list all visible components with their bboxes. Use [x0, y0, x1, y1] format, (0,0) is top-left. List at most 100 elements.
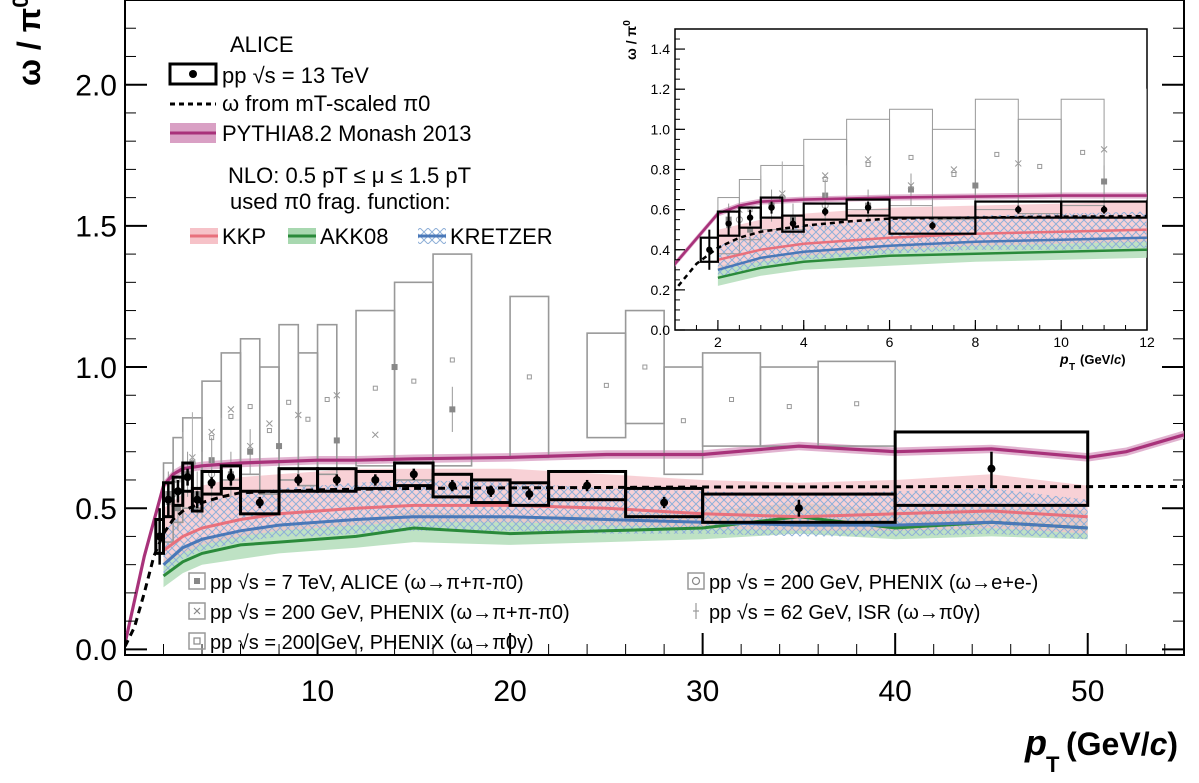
- legend-experiment: ALICE: [230, 32, 294, 57]
- main-x-tick-label: 40: [878, 675, 911, 708]
- legend-phenix3pi-marker: [193, 607, 201, 615]
- inset-axes: 2 4 6 8 10 12 0.0 0.2 0.4 0.6 0.8 1.0 1.2 1.4: [651, 28, 1155, 350]
- main-phenix-pi0g-box: [701, 352, 762, 447]
- main-phenix-pi0g-box: [393, 281, 434, 481]
- x-axis-title-unit: (GeV/c): [1066, 726, 1178, 762]
- main-phenix-pi0g-point: [372, 385, 378, 391]
- main-other-data: [162, 253, 896, 543]
- legend-top: ALICE pp √s = 13 TeV ω from mT-scaled π0…: [168, 32, 553, 249]
- main-alice-13tev-data: [154, 430, 1090, 565]
- main-data-point: [660, 498, 669, 507]
- inset-x-title-unit: (GeV/c): [1080, 352, 1126, 367]
- legend-phenix-pi0g-marker: [193, 637, 201, 645]
- main-data-syst-box: [219, 464, 243, 490]
- inset-x-tick-label: 2: [714, 334, 722, 350]
- main-data-point: [794, 504, 803, 513]
- legend-phenix-pi0g-label: pp √s = 200 GeV, PHENIX (ω→π0γ): [210, 632, 534, 654]
- inset-x-tick-label: 10: [1053, 334, 1069, 350]
- main-phenix-pi0g-box: [355, 309, 396, 467]
- main-phenix-pi0g-point: [266, 428, 272, 434]
- x-axis-title-p: p: [1024, 722, 1047, 763]
- inset-data-syst-box: [1145, 202, 1147, 217]
- inset-phenix3pi-point: [1187, 174, 1193, 180]
- main-data-point: [155, 532, 164, 541]
- inset-phenix3pi-point: [907, 182, 915, 189]
- legend-phenix-pi0g-marker-box: [188, 632, 206, 650]
- main-data-point: [164, 495, 173, 504]
- legend-isr-label: pp √s = 62 GeV, ISR (ω→π0γ): [709, 602, 980, 624]
- legend-bottom: pp √s = 7 TeV, ALICE (ω→π+π-π0) pp √s = …: [188, 572, 1038, 654]
- inset-phenix-pi0g-point: [908, 154, 914, 160]
- main-y-tick-label: 1.5: [75, 211, 117, 244]
- legend-alice7-label: pp √s = 7 TeV, ALICE (ω→π+π-π0): [210, 572, 524, 594]
- main-data-syst-box: [181, 461, 194, 493]
- main-phenix-pi0g-box: [278, 323, 300, 481]
- main-data-point: [226, 473, 235, 482]
- main-y-tick-label: 1.0: [75, 352, 117, 385]
- main-data-syst-box: [893, 430, 1090, 507]
- legend-data-label: pp √s = 13 TeV: [222, 63, 369, 88]
- main-kretzer-band: [163, 480, 1088, 576]
- inset-y-tick-label: 0.2: [651, 282, 671, 298]
- main-data-syst-box: [190, 486, 204, 513]
- inset-y-tick-label: 0.0: [651, 322, 671, 338]
- main-phenix3pi-point: [266, 420, 273, 427]
- inset-x-tick-label: 4: [800, 334, 808, 350]
- main-phenix-pi0g-point: [324, 396, 330, 402]
- main-phenix-pi0g-point: [228, 413, 234, 419]
- inset-data-point: [1015, 206, 1022, 213]
- inset-data-point: [725, 220, 732, 227]
- main-phenix-pi0g-point: [247, 404, 253, 410]
- main-phenix-pi0g-point: [305, 416, 311, 422]
- main-phenix3pi-point: [333, 391, 341, 399]
- main-x-tick-label: 10: [301, 675, 334, 708]
- main-alice7-point: [247, 448, 254, 455]
- main-data-point: [583, 481, 592, 490]
- inset-theory-lines: [675, 194, 1147, 292]
- inset-y-tick-label: 0.4: [651, 242, 671, 258]
- inset-y-tick-label: 1.0: [651, 121, 671, 137]
- main-data-point: [207, 478, 216, 487]
- inset-x-title-p: p: [1059, 351, 1069, 367]
- main-kkp-line: [162, 503, 1088, 552]
- main-phenix3pi-point: [246, 442, 254, 450]
- inset-alice7-point: [972, 182, 979, 189]
- inset-phenix-pi0g-point: [994, 151, 1000, 157]
- main-phenix-pi0g-box: [817, 360, 896, 447]
- inset-y-tick-label: 0.8: [651, 162, 671, 178]
- main-data-point: [448, 481, 457, 490]
- legend-pythia-label: PYTHIA8.2 Monash 2013: [222, 121, 471, 146]
- inset-akk08-band: [717, 237, 1147, 286]
- legend-kkp-label: KKP: [222, 224, 266, 249]
- main-alice7-point: [391, 364, 398, 371]
- inset-pythia-line: [675, 194, 1147, 267]
- main-phenix-pi0g-point: [854, 401, 860, 407]
- inset-data-syst-box: [759, 196, 784, 219]
- inset-data-syst-box: [888, 216, 977, 235]
- inset-y-title: ω / π0: [622, 20, 639, 60]
- main-phenix-pi0g-point: [286, 399, 292, 405]
- inset-y-tick-label: 0.6: [651, 202, 671, 218]
- main-phenix-pi0g-point: [449, 357, 455, 363]
- main-data-point: [193, 495, 202, 504]
- inset-y-tick-label: 1.4: [651, 41, 671, 57]
- main-phenix-pi0g-box: [432, 253, 473, 467]
- inset-data-syst-box: [845, 198, 891, 217]
- inset-data-point: [1187, 206, 1193, 212]
- main-phenix-pi0g-point: [411, 378, 417, 384]
- inset-alice7-point: [747, 226, 754, 233]
- inset-data-point: [929, 222, 936, 229]
- legend-nlo-line2: used π0 frag. function:: [230, 189, 451, 214]
- main-alice7-point: [174, 505, 181, 512]
- inset-phenix-pi0g-point: [865, 161, 871, 167]
- main-phenix3pi-point: [227, 406, 235, 413]
- inset-phenix3pi-point: [1014, 160, 1022, 167]
- main-alice7-point: [333, 437, 340, 444]
- main-phenix3pi-point: [294, 411, 302, 419]
- legend-phenix3pi-marker-box: [188, 602, 206, 620]
- main-theory-lines: [125, 433, 1184, 648]
- inset-alice7-point: [908, 186, 914, 193]
- main-data-point: [183, 473, 192, 482]
- inset-phenix3pi-point: [1100, 146, 1108, 153]
